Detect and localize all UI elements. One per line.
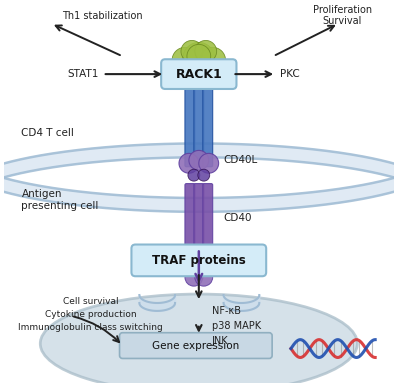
- FancyBboxPatch shape: [203, 184, 213, 266]
- Circle shape: [195, 268, 213, 286]
- FancyBboxPatch shape: [161, 59, 236, 89]
- Circle shape: [199, 153, 219, 173]
- FancyBboxPatch shape: [185, 184, 195, 266]
- FancyBboxPatch shape: [119, 333, 272, 358]
- Ellipse shape: [40, 294, 357, 385]
- Text: TRAF proteins: TRAF proteins: [152, 254, 246, 267]
- Text: Cell survival
Cytokine production
Immunoglobulin class switching: Cell survival Cytokine production Immuno…: [19, 297, 163, 332]
- Circle shape: [187, 44, 211, 68]
- Circle shape: [179, 153, 199, 173]
- FancyBboxPatch shape: [203, 70, 213, 167]
- Circle shape: [181, 40, 203, 62]
- Text: STAT1: STAT1: [67, 69, 99, 79]
- Text: CD40: CD40: [223, 213, 252, 223]
- FancyBboxPatch shape: [194, 70, 204, 167]
- Text: CD4 T cell: CD4 T cell: [21, 127, 74, 137]
- Circle shape: [190, 255, 208, 273]
- Circle shape: [188, 169, 200, 181]
- Text: PKC: PKC: [280, 69, 300, 79]
- Text: Th1 stabilization: Th1 stabilization: [62, 11, 143, 21]
- Circle shape: [199, 258, 217, 275]
- FancyBboxPatch shape: [194, 184, 204, 266]
- Text: Proliferation
Survival: Proliferation Survival: [313, 5, 372, 27]
- Circle shape: [185, 268, 203, 286]
- Circle shape: [172, 47, 198, 73]
- Text: RACK1: RACK1: [175, 68, 222, 80]
- FancyBboxPatch shape: [185, 70, 195, 167]
- Text: NF-κB
p38 MAPK
JNK: NF-κB p38 MAPK JNK: [212, 306, 261, 346]
- Circle shape: [183, 42, 215, 74]
- FancyBboxPatch shape: [132, 244, 266, 276]
- Circle shape: [195, 40, 217, 62]
- Circle shape: [189, 151, 209, 170]
- Circle shape: [200, 47, 226, 73]
- Text: Gene expression: Gene expression: [152, 341, 240, 351]
- Circle shape: [181, 258, 199, 275]
- Circle shape: [198, 169, 210, 181]
- Text: CD40L: CD40L: [223, 155, 258, 165]
- Text: Antigen
presenting cell: Antigen presenting cell: [21, 189, 99, 211]
